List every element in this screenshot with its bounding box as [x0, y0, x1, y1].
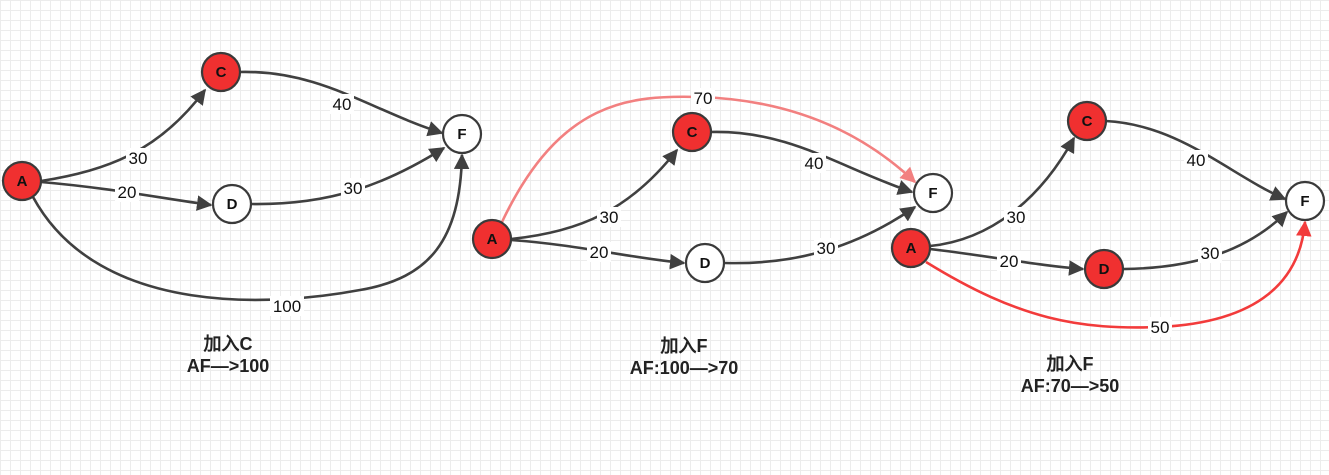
edge-weight-a-c: 30 [129, 149, 148, 168]
node-a: A [471, 218, 513, 260]
caption-title: 加入F [1046, 354, 1094, 374]
edge-weight-a-c: 30 [1007, 208, 1026, 227]
edge-weight-background [587, 242, 611, 262]
edge-weight-d-f: 30 [344, 179, 363, 198]
caption-detail: AF—>100 [186, 356, 270, 376]
graph-panel-2: 70 30 40 20 30 A C D F [471, 88, 954, 284]
edge-weight-background [270, 296, 304, 316]
edge-weight-a-d: 20 [118, 183, 137, 202]
node-c: C [671, 111, 713, 153]
node-label: F [1300, 193, 1309, 210]
edge-weight-a-c: 30 [600, 208, 619, 227]
node-label: D [227, 196, 238, 213]
edge-weight-background [1198, 243, 1222, 263]
node-circle [912, 172, 954, 214]
graph-panel-3: 30 40 20 30 50 A C D F [890, 100, 1326, 337]
edge-weight-background [814, 238, 838, 258]
edge-weight-background [330, 94, 354, 114]
node-label: F [928, 185, 937, 202]
edge-weight-background [126, 148, 150, 168]
edge-weight-background [1148, 317, 1172, 337]
edge-a-f [500, 95, 917, 223]
node-layer: A C D F [1, 51, 483, 225]
edge-weight-a-d: 20 [1000, 252, 1019, 271]
node-circle [200, 51, 242, 93]
caption-title: 加入C [203, 334, 253, 354]
node-label: F [457, 126, 466, 143]
edge-weight-background [597, 207, 621, 227]
node-circle [211, 183, 253, 225]
node-circle [1, 160, 43, 202]
edge-weight-background [802, 153, 826, 173]
edge-weight-c-f: 40 [805, 154, 824, 173]
edge-weight-background [691, 88, 715, 108]
node-circle [441, 113, 483, 155]
node-d: D [1083, 248, 1125, 290]
node-f: F [1284, 180, 1326, 222]
caption-panel-1: 加入C AF—>100 [187, 333, 270, 377]
edge-layer [31, 70, 470, 302]
edge-weight-background [1184, 150, 1208, 170]
edge-weight-background [115, 182, 139, 202]
node-label: D [700, 255, 711, 272]
node-f: F [912, 172, 954, 214]
node-label: C [216, 64, 227, 81]
node-a: A [890, 227, 932, 269]
edge-weight-background [341, 178, 365, 198]
caption-detail: AF:100—>70 [629, 358, 739, 378]
node-circle [1284, 180, 1326, 222]
node-a: A [1, 160, 43, 202]
edge-weight-c-f: 40 [1187, 151, 1206, 170]
node-label: A [17, 173, 28, 190]
edge-c-f [239, 70, 444, 137]
node-label: D [1099, 261, 1110, 278]
node-c: C [200, 51, 242, 93]
edge-weight-background [1004, 207, 1028, 227]
node-layer: A C D F [471, 111, 954, 284]
node-label: A [906, 240, 917, 257]
node-circle [1066, 100, 1108, 142]
edge-c-f [710, 130, 914, 195]
caption-title: 加入F [660, 336, 708, 356]
node-f: F [441, 113, 483, 155]
weight-label-layer: 70 30 40 20 30 [587, 88, 838, 262]
node-circle [671, 111, 713, 153]
node-label: A [487, 231, 498, 248]
edge-weight-c-f: 40 [333, 95, 352, 114]
weight-label-layer: 30 40 20 30 50 [997, 150, 1222, 337]
node-circle [890, 227, 932, 269]
caption-panel-3: 加入F AF:70—>50 [1021, 353, 1120, 397]
edge-weight-d-f: 30 [817, 239, 836, 258]
node-c: C [1066, 100, 1108, 142]
node-label: C [1082, 113, 1093, 130]
edge-a-f [31, 153, 470, 302]
caption-panel-2: 加入F AF:100—>70 [630, 335, 739, 379]
node-label: C [687, 124, 698, 141]
node-circle [471, 218, 513, 260]
edge-a-c [40, 88, 207, 183]
node-circle [1083, 248, 1125, 290]
node-d: D [684, 242, 726, 284]
edge-weight-a-f: 100 [273, 297, 301, 316]
edge-layer [925, 119, 1312, 329]
graph-panel-1: 30 40 20 30 100 A C D F [1, 51, 483, 316]
node-d: D [211, 183, 253, 225]
edge-weight-a-d: 20 [590, 243, 609, 262]
edge-weight-a-f: 70 [694, 89, 713, 108]
node-layer: A C D F [890, 100, 1326, 290]
edge-weight-background [997, 251, 1021, 271]
edge-weight-d-f: 30 [1201, 244, 1220, 263]
weight-label-layer: 30 40 20 30 100 [115, 94, 365, 316]
caption-detail: AF:70—>50 [1020, 376, 1120, 396]
edge-weight-a-f: 50 [1151, 318, 1170, 337]
node-circle [684, 242, 726, 284]
